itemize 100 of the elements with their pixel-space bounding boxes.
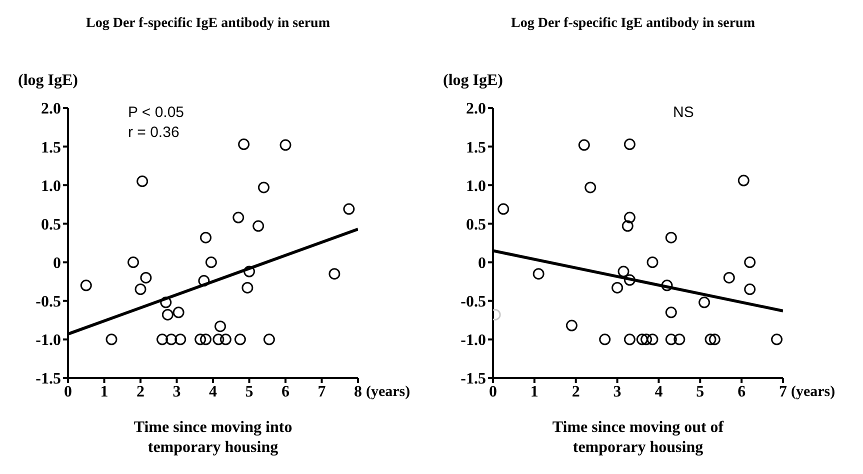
point — [234, 334, 246, 346]
text: (years) — [366, 384, 410, 401]
point — [646, 256, 658, 268]
chart-title: Log Der f-specific IgE antibody in serum — [510, 16, 756, 32]
point — [584, 182, 596, 194]
point — [80, 280, 92, 292]
point — [771, 334, 783, 346]
point — [532, 268, 544, 280]
annotation: NS — [673, 103, 694, 123]
annotation: r = 0.36 — [128, 123, 180, 143]
point — [238, 138, 250, 150]
x-tick-label: 3 — [172, 383, 181, 400]
point — [665, 232, 677, 244]
point — [622, 220, 634, 232]
y-tick-label: -0.5 — [36, 294, 61, 311]
point — [140, 272, 152, 284]
point — [166, 334, 178, 346]
x-tick-label: 0 — [489, 383, 497, 400]
point — [640, 334, 652, 346]
point — [136, 176, 148, 188]
point — [263, 334, 275, 346]
point — [280, 139, 292, 151]
y-tick-label: 0 — [478, 254, 486, 272]
point — [665, 306, 677, 318]
y-tick-label: 0.5 — [466, 216, 486, 234]
y-tick-label: -1.0 — [36, 332, 61, 350]
point — [612, 282, 624, 294]
x-tick-label: 1 — [100, 383, 108, 400]
point — [328, 268, 340, 280]
point — [214, 320, 226, 332]
point — [160, 296, 172, 308]
x-tick-label: 4 — [654, 383, 663, 400]
point — [624, 138, 636, 150]
point — [200, 232, 212, 244]
point — [578, 139, 590, 151]
x-tick-label: 4 — [209, 383, 217, 400]
point — [723, 272, 735, 284]
x-tick-label: 2 — [136, 383, 144, 400]
y-tick-label: -1.0 — [460, 332, 486, 350]
point — [194, 334, 206, 346]
x-tick-label: 2 — [572, 383, 580, 400]
y-tick-label: -1.5 — [460, 370, 486, 388]
point — [162, 308, 174, 320]
point — [661, 280, 673, 292]
point — [744, 284, 756, 296]
point — [205, 256, 217, 268]
point — [242, 282, 254, 294]
point — [200, 334, 212, 346]
x-tick-label: 5 — [245, 383, 254, 400]
point — [212, 334, 224, 346]
x-axis-title: Time since moving into temporary housing — [132, 418, 294, 458]
point — [744, 256, 756, 268]
point — [134, 284, 146, 296]
point — [106, 334, 118, 346]
point — [665, 334, 677, 346]
point — [198, 275, 210, 287]
point — [566, 320, 578, 332]
x-tick-label: 5 — [696, 383, 704, 400]
y-axis-title: (log IgE) — [443, 72, 503, 90]
annotation: P < 0.05 — [128, 103, 184, 123]
text: (years) — [791, 384, 836, 401]
point — [258, 182, 270, 194]
y-tick-label: 1.5 — [41, 139, 61, 156]
point — [624, 334, 636, 346]
y-tick-label: 1.0 — [466, 178, 486, 195]
x-tick-label: 7 — [779, 383, 787, 400]
point — [232, 212, 244, 224]
point — [624, 212, 636, 224]
point — [244, 266, 255, 278]
point — [220, 334, 232, 346]
y-axis-title: (log IgE) — [18, 72, 78, 90]
x-tick-label: 8 — [354, 383, 362, 400]
point — [636, 334, 648, 346]
point — [174, 334, 186, 346]
point — [128, 256, 139, 268]
point — [252, 220, 264, 232]
point — [646, 334, 658, 346]
x-tick-label: 6 — [738, 383, 746, 400]
y-tick-label: 0 — [53, 254, 61, 272]
point — [738, 174, 750, 186]
y-tick-label: -0.5 — [460, 294, 486, 311]
point — [624, 274, 636, 286]
point — [156, 334, 168, 346]
x-tick-label: 3 — [613, 383, 622, 400]
chart-title: Log Der f-specific IgE antibody in serum — [85, 16, 331, 32]
y-tick-label: 2.0 — [41, 100, 61, 118]
point — [708, 334, 720, 346]
y-tick-label: -1.5 — [36, 370, 61, 388]
y-tick-label: 1.0 — [41, 178, 61, 195]
y-tick-label: 1.5 — [466, 139, 486, 156]
point — [599, 334, 611, 346]
point — [698, 296, 710, 308]
point — [674, 334, 686, 346]
x-axis-title: Time since moving out of temporary housing — [551, 418, 725, 458]
x-tick-label: 1 — [530, 383, 538, 400]
y-tick-label: 2.0 — [466, 100, 486, 118]
x-tick-label: 6 — [282, 383, 290, 400]
x-tick-label: 0 — [64, 383, 72, 400]
y-tick-label: 0.5 — [41, 216, 61, 234]
point — [343, 203, 355, 215]
